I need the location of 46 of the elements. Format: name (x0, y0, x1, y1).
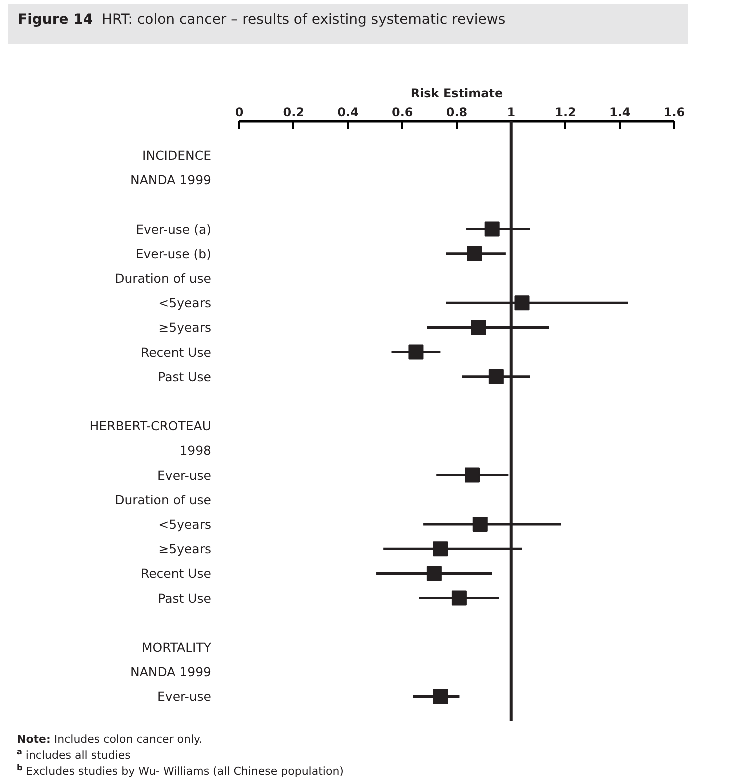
chart-title: Figure 14 HRT: colon cancer – results of existing systematic reviews (18, 11, 506, 30)
y-tick-label: <5years (158, 517, 212, 532)
point (488, 369, 504, 384)
point (452, 590, 467, 606)
y-tick-label: Duration of use (115, 492, 212, 508)
y-tick-label: Ever-use (b) (136, 246, 212, 262)
y-tick-label: Ever-use (158, 689, 212, 704)
y-tick-label: Ever-use (a) (136, 222, 212, 237)
x-tick-label: 1.2 (555, 106, 576, 120)
x-tick-label: 1.6 (664, 106, 686, 120)
point (426, 566, 442, 582)
point (467, 246, 482, 262)
x-tick-label: 0 (235, 106, 244, 120)
y-tick-label: NANDA 1999 (130, 172, 212, 188)
point (433, 689, 448, 704)
point (484, 222, 500, 237)
y-tick-label: Recent Use (140, 344, 212, 360)
y-tick-label: Past Use (158, 590, 212, 606)
y-tick-label: Recent Use (140, 566, 212, 582)
x-tick-label: 1 (507, 106, 516, 120)
x-tick-label: 1.4 (609, 106, 631, 120)
x-tick-label: 0.2 (283, 106, 305, 120)
y-tick-label: ≥5years (158, 542, 212, 557)
y-tick-label: <5years (158, 296, 212, 311)
x-axis-title: Risk Estimate (410, 86, 504, 100)
y-tick-label: Ever-use (158, 468, 212, 483)
x-tick-label: 0.8 (446, 106, 468, 120)
y-tick-label: 1998 (180, 443, 212, 458)
point (514, 296, 530, 311)
y-tick-label: Duration of use (115, 271, 212, 286)
y-tick-label: INCIDENCE (142, 148, 212, 163)
point (464, 468, 480, 483)
text: $^{a}$ includes all studies (17, 747, 131, 762)
text: $^{b}$ Excludes studies by Wu- Williams (all Chinese population) (17, 763, 344, 778)
point (408, 344, 424, 360)
point (433, 542, 448, 557)
y-tick-label: ≥5years (158, 320, 212, 336)
x-tick-label: 0.4 (338, 106, 359, 120)
text: Note: Includes colon cancer only. (17, 733, 202, 746)
y-tick-label: Past Use (158, 369, 212, 384)
y-tick-label: MORTALITY (142, 640, 212, 655)
y-tick-label: NANDA 1999 (130, 664, 212, 680)
point (471, 320, 486, 336)
y-tick-label: HERBERT-CROTEAU (90, 418, 212, 434)
x-tick-label: 0.6 (392, 106, 414, 120)
point (472, 517, 488, 532)
